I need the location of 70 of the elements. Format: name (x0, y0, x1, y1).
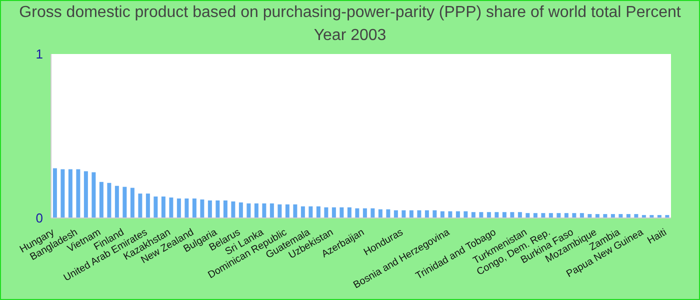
bar (130, 188, 134, 218)
bar (510, 212, 514, 218)
bar (332, 207, 336, 218)
bar (254, 203, 258, 218)
bar (494, 212, 499, 218)
x-tick-label: Haiti (646, 227, 669, 247)
bar (378, 209, 382, 218)
bar (355, 208, 360, 218)
bar (68, 169, 72, 218)
bar (541, 213, 546, 218)
bar (223, 200, 228, 218)
bar (76, 169, 80, 218)
y-tick-label: 1 (36, 46, 43, 62)
bar (424, 210, 429, 218)
bar (533, 213, 538, 218)
bar (402, 210, 406, 218)
bar (114, 186, 119, 218)
bar (580, 213, 584, 218)
bar (146, 194, 150, 218)
bar (176, 198, 181, 218)
bar (60, 169, 65, 218)
bar (556, 213, 561, 218)
bar (572, 213, 576, 218)
bar (564, 213, 568, 218)
bar (471, 212, 476, 218)
bar (192, 198, 196, 218)
bar (262, 203, 266, 218)
bar (107, 182, 112, 218)
bar (362, 208, 367, 218)
bar (548, 213, 553, 218)
bar (216, 200, 220, 218)
bar (52, 168, 57, 218)
bar (246, 203, 251, 218)
bar (231, 201, 236, 218)
bar (99, 182, 104, 218)
bar (526, 213, 530, 218)
bar (417, 210, 422, 218)
bar (161, 196, 166, 218)
bar (340, 207, 344, 218)
bar (169, 198, 174, 218)
bar (502, 212, 506, 218)
bar (270, 203, 274, 218)
chart-title: Gross domestic product based on purchasing-power-parity (PPP) share of world total Percent (18, 3, 682, 23)
bar (409, 210, 414, 218)
bar (324, 207, 328, 218)
bar (138, 194, 142, 218)
bar (238, 202, 243, 218)
bar (316, 206, 320, 218)
y-tick-label: 0 (36, 210, 43, 226)
bar (518, 212, 522, 218)
bar (486, 212, 491, 218)
bar (92, 172, 96, 218)
bar (308, 206, 313, 218)
bar (278, 204, 282, 218)
bar (184, 198, 189, 218)
bar (370, 208, 375, 218)
bar (285, 204, 290, 218)
bar (300, 206, 305, 218)
bar (200, 199, 204, 218)
chart-subtitle: Year 2003 (312, 26, 388, 46)
bar (347, 207, 352, 218)
bar (479, 212, 484, 218)
bar (386, 209, 390, 218)
bar (122, 186, 127, 218)
bar (208, 200, 212, 218)
bar (293, 204, 298, 218)
bar (154, 196, 158, 218)
bar (84, 171, 88, 218)
bar (432, 210, 437, 218)
bar (394, 210, 398, 218)
